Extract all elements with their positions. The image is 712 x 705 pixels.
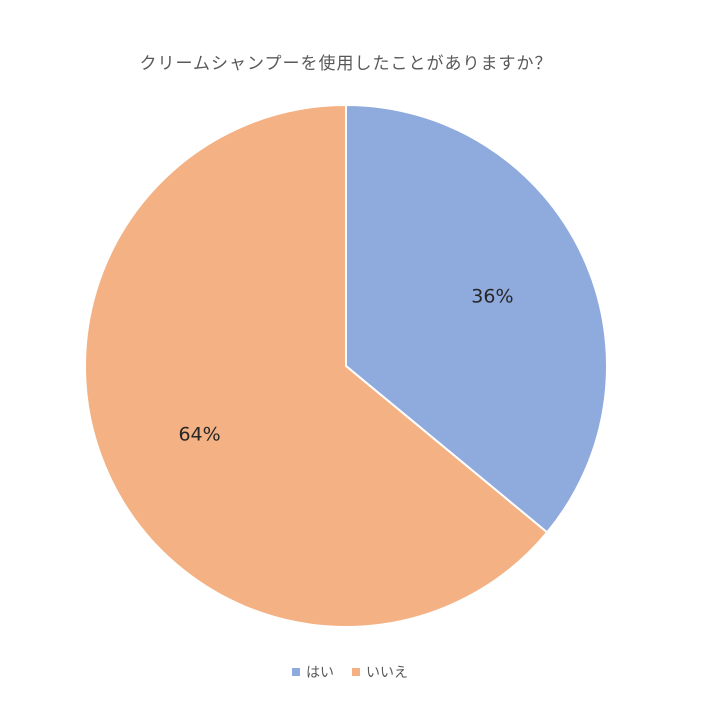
- legend-swatch-no: [352, 668, 360, 676]
- data-label-yes: 36%: [471, 286, 513, 308]
- chart-legend: はい いいえ: [0, 662, 700, 682]
- slice-yes: [345, 103, 608, 534]
- legend-item-no: いいえ: [352, 662, 408, 682]
- legend-item-yes: はい: [292, 662, 334, 682]
- data-label-no: 64%: [178, 423, 220, 445]
- slice-no: [84, 103, 549, 628]
- legend-label-no: いいえ: [366, 665, 408, 681]
- legend-swatch-yes: [292, 668, 300, 676]
- chart-title: クリームシャンプーを使用したことがありますか？: [139, 54, 553, 74]
- legend-label-yes: はい: [306, 665, 334, 681]
